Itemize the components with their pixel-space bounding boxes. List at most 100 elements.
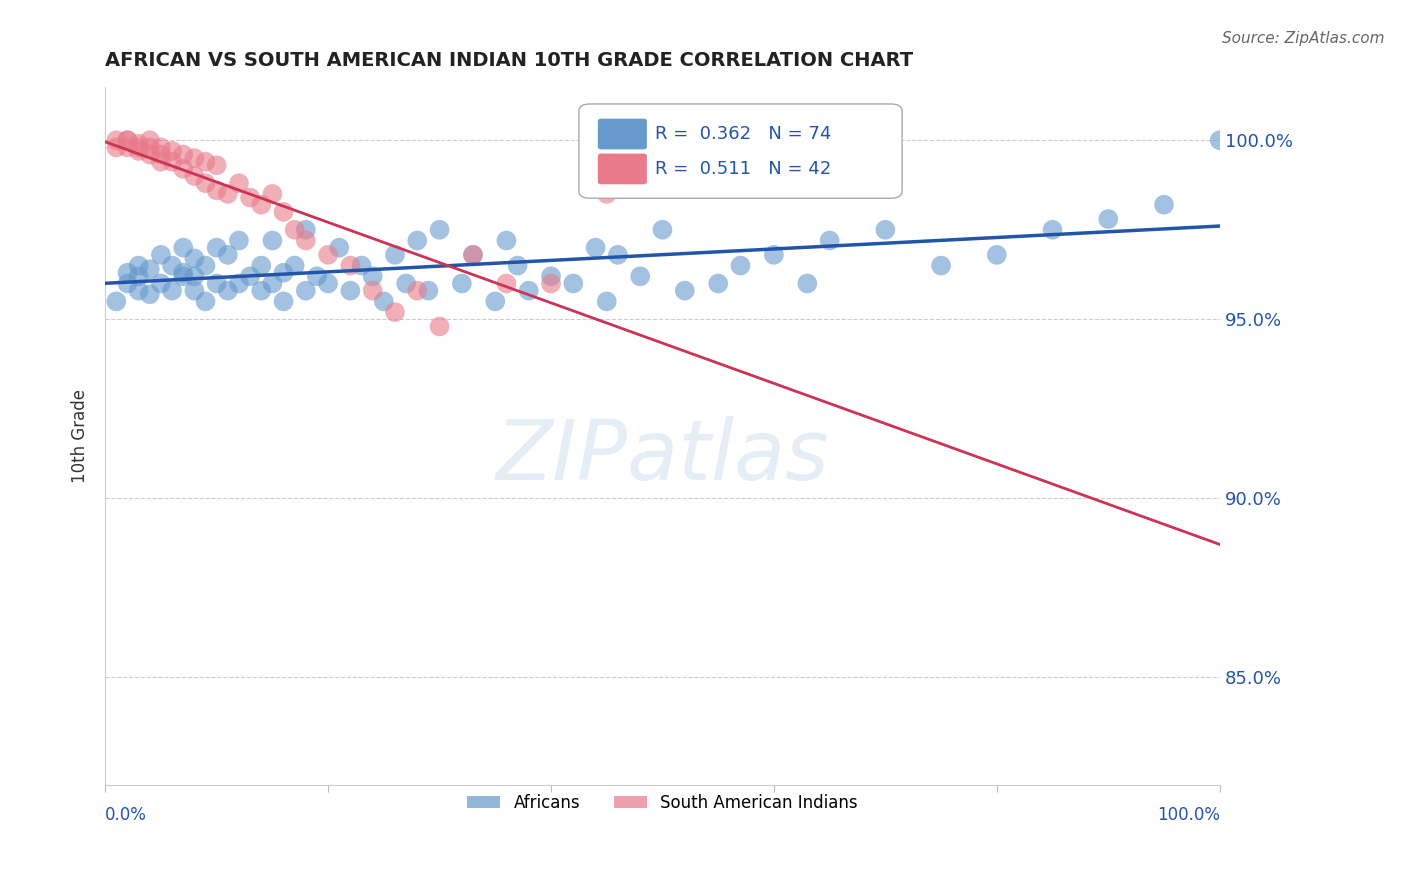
Point [373,294,395,309]
Point [117,140,139,154]
Point [128,140,150,154]
Point [395,277,418,291]
Point [328,241,350,255]
Point [149,147,172,161]
Point [585,241,607,255]
Point [596,294,619,309]
Point [673,284,696,298]
Point [250,197,273,211]
Point [606,248,628,262]
Text: Source: ZipAtlas.com: Source: ZipAtlas.com [1222,31,1385,46]
Point [139,147,162,161]
Point [217,186,239,201]
FancyBboxPatch shape [598,153,647,185]
Point [305,269,328,284]
Point [250,259,273,273]
Point [139,133,162,147]
Point [339,259,361,273]
Point [796,277,818,291]
Point [295,234,318,248]
Point [128,259,150,273]
Point [128,136,150,151]
Point [262,234,284,248]
Point [875,223,897,237]
Point [762,248,785,262]
Point [139,140,162,154]
Point [517,284,540,298]
Point [194,176,217,190]
Point [205,277,228,291]
Text: AFRICAN VS SOUTH AMERICAN INDIAN 10TH GRADE CORRELATION CHART: AFRICAN VS SOUTH AMERICAN INDIAN 10TH GR… [105,51,914,70]
Point [117,133,139,147]
Point [139,262,162,277]
Point [295,223,318,237]
Point [128,269,150,284]
Point [384,305,406,319]
Point [450,277,472,291]
Legend: Africans, South American Indians: Africans, South American Indians [460,787,865,819]
Point [172,147,194,161]
Point [128,144,150,158]
Point [205,241,228,255]
Point [228,234,250,248]
Point [172,266,194,280]
Point [361,284,384,298]
Point [295,284,318,298]
Point [228,176,250,190]
Point [406,234,429,248]
Point [1209,133,1232,147]
Point [149,277,172,291]
Point [117,266,139,280]
Point [117,133,139,147]
Point [160,284,183,298]
Point [562,277,585,291]
Point [818,234,841,248]
Point [628,269,651,284]
Point [228,277,250,291]
FancyBboxPatch shape [579,104,903,198]
Text: 0.0%: 0.0% [105,805,148,824]
Point [160,259,183,273]
Point [707,277,730,291]
Point [160,144,183,158]
Point [273,205,295,219]
Point [284,259,307,273]
Point [183,252,205,266]
Point [250,284,273,298]
Text: R =  0.362   N = 74: R = 0.362 N = 74 [655,125,831,143]
Point [596,186,619,201]
Point [316,277,339,291]
Point [262,186,284,201]
Point [273,294,295,309]
Point [149,248,172,262]
Point [194,154,217,169]
Point [651,223,673,237]
Point [160,154,183,169]
Point [350,259,373,273]
Point [183,169,205,183]
Point [105,294,128,309]
Point [183,269,205,284]
Point [194,294,217,309]
Point [149,140,172,154]
Text: R =  0.511   N = 42: R = 0.511 N = 42 [655,160,831,178]
Point [461,248,484,262]
Point [1153,197,1175,211]
Point [194,259,217,273]
Point [149,154,172,169]
Point [205,158,228,172]
Point [339,284,361,298]
Point [429,223,451,237]
Text: ZIPatlas: ZIPatlas [496,417,830,497]
Point [484,294,506,309]
Point [205,183,228,197]
Point [461,248,484,262]
Point [540,269,562,284]
Point [361,269,384,284]
Point [183,151,205,165]
Point [1042,223,1064,237]
Point [183,284,205,298]
Point [506,259,529,273]
Point [139,287,162,301]
FancyBboxPatch shape [598,119,647,149]
